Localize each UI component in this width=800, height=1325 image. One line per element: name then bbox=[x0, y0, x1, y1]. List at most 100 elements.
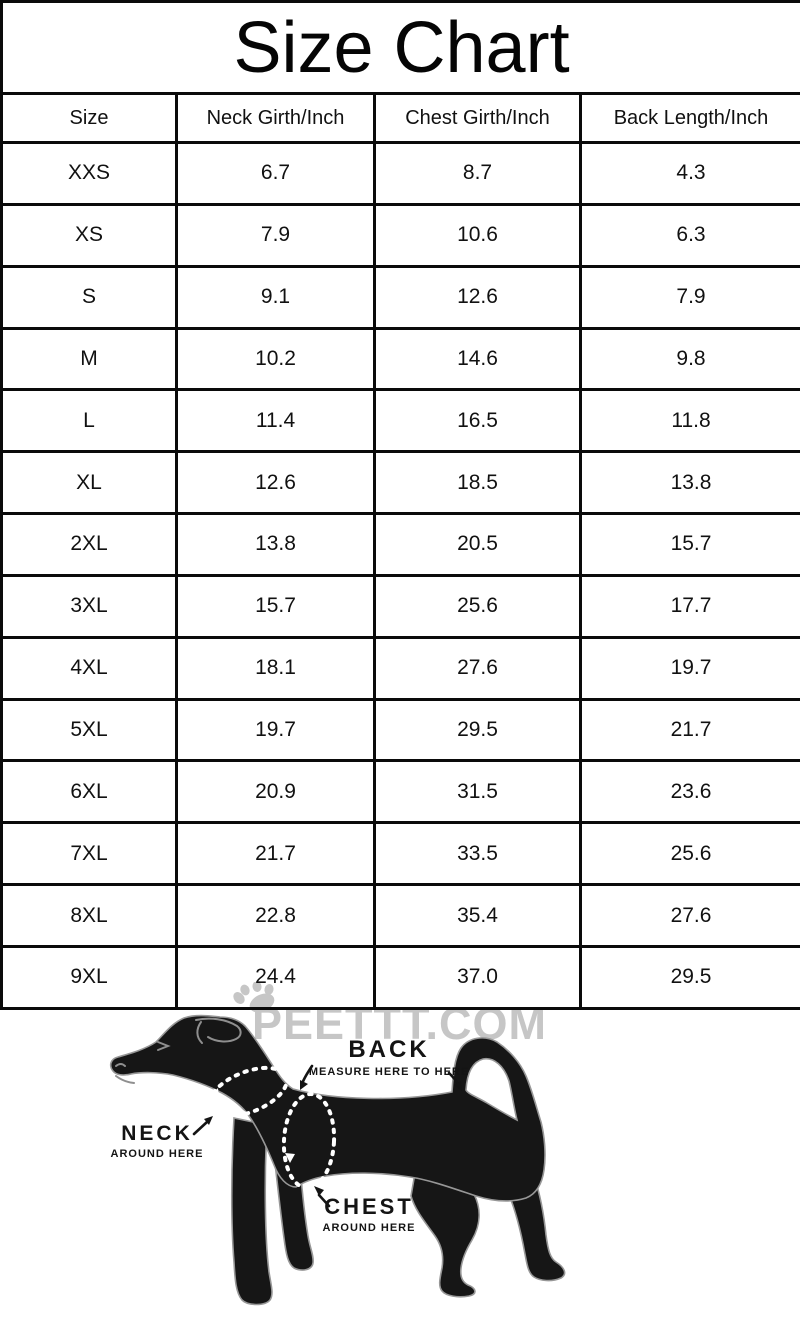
chest-arrow-head bbox=[314, 1186, 324, 1196]
table-cell: 6.7 bbox=[175, 141, 376, 206]
table-row: 8XL 22.8 35.4 27.6 bbox=[0, 883, 800, 948]
table-cell: XXS bbox=[0, 141, 178, 206]
table-cell: 37.0 bbox=[373, 944, 582, 1011]
table-cell: 25.6 bbox=[578, 821, 800, 887]
table-row: XL 12.6 18.5 13.8 bbox=[0, 450, 800, 516]
dog-body bbox=[109, 1014, 546, 1202]
table-cell: 13.8 bbox=[175, 512, 376, 577]
table-cell: 15.7 bbox=[175, 573, 376, 639]
table-row: M 10.2 14.6 9.8 bbox=[0, 326, 800, 392]
table-cell: XS bbox=[0, 202, 178, 268]
table-cell: 7.9 bbox=[175, 202, 376, 268]
chest-ellipse-arrowhead bbox=[285, 1153, 295, 1163]
table-cell: 27.6 bbox=[373, 635, 582, 701]
table-row: L 11.4 16.5 11.8 bbox=[0, 388, 800, 454]
table-cell: 19.7 bbox=[175, 697, 376, 763]
table-cell: 21.7 bbox=[578, 697, 800, 763]
chest-label-subtext: AROUND HERE bbox=[322, 1222, 416, 1234]
neck-ellipse-arrowhead-2 bbox=[237, 1106, 246, 1116]
back-arrow-left-head bbox=[300, 1080, 308, 1090]
table-row: 7XL 21.7 33.5 25.6 bbox=[0, 821, 800, 887]
col-header-chest: Chest Girth/Inch bbox=[373, 92, 582, 144]
table-cell: 3XL bbox=[0, 573, 178, 639]
dog-ear-fold-line bbox=[196, 1021, 203, 1044]
table-cell: 21.7 bbox=[175, 821, 376, 887]
table-row: 3XL 15.7 25.6 17.7 bbox=[0, 573, 800, 639]
back-measure-label: BACK MEASURE HERE TO HERE bbox=[284, 1036, 494, 1078]
table-cell: 29.5 bbox=[578, 944, 800, 1011]
col-header-size: Size bbox=[0, 92, 178, 144]
table-row: 9XL 24.4 37.0 29.5 bbox=[0, 944, 800, 1011]
table-cell: 22.8 bbox=[175, 883, 376, 948]
neck-label-subtext: AROUND HERE bbox=[110, 1148, 204, 1160]
table-cell: XL bbox=[0, 450, 178, 516]
table-cell: 10.6 bbox=[373, 202, 582, 268]
table-cell: 20.5 bbox=[373, 512, 582, 577]
table-cell: 31.5 bbox=[373, 759, 582, 825]
chest-arrow-line bbox=[317, 1193, 331, 1208]
table-cell: 12.6 bbox=[373, 264, 582, 330]
neck-arrow-line bbox=[192, 1120, 209, 1136]
table-cell: 6XL bbox=[0, 759, 178, 825]
table-cell: M bbox=[0, 326, 178, 392]
neck-ellipse-arrowhead bbox=[210, 1088, 219, 1098]
table-cell: S bbox=[0, 264, 178, 330]
table-cell: 19.7 bbox=[578, 635, 800, 701]
back-label-text: BACK bbox=[348, 1036, 430, 1063]
table-cell: 15.7 bbox=[578, 512, 800, 577]
table-cell: 25.6 bbox=[373, 573, 582, 639]
table-cell: 14.6 bbox=[373, 326, 582, 392]
page-title: Size Chart bbox=[233, 7, 570, 88]
table-cell: 6.3 bbox=[578, 202, 800, 268]
chest-label-text: CHEST bbox=[324, 1194, 414, 1219]
table-cell: 33.5 bbox=[373, 821, 582, 887]
table-cell: 20.9 bbox=[175, 759, 376, 825]
table-row: 6XL 20.9 31.5 23.6 bbox=[0, 759, 800, 825]
back-arrow-right-head bbox=[454, 1081, 462, 1091]
table-cell: 13.8 bbox=[578, 450, 800, 516]
dog-nose-line bbox=[115, 1063, 126, 1067]
table-cell: 17.7 bbox=[578, 573, 800, 639]
table-body: XXS 6.7 8.7 4.3 XS 7.9 10.6 6.3 S 9.1 12.6 7.9 M 10.2… bbox=[0, 141, 800, 1011]
dog-near-front-leg bbox=[230, 1117, 273, 1306]
table-cell: 4.3 bbox=[578, 141, 800, 206]
table-row: XS 7.9 10.6 6.3 bbox=[0, 202, 800, 268]
dog-eye-mark bbox=[157, 1041, 171, 1051]
table-cell: 11.8 bbox=[578, 388, 800, 454]
table-row: XXS 6.7 8.7 4.3 bbox=[0, 141, 800, 206]
table-row: S 9.1 12.6 7.9 bbox=[0, 264, 800, 330]
title-row: Size Chart bbox=[0, 0, 800, 95]
table-cell: 27.6 bbox=[578, 883, 800, 948]
table-cell: 5XL bbox=[0, 697, 178, 763]
chest-measure-label: CHEST AROUND HERE bbox=[269, 1194, 469, 1234]
table-cell: 7.9 bbox=[578, 264, 800, 330]
col-header-back: Back Length/Inch bbox=[578, 92, 800, 144]
col-header-neck: Neck Girth/Inch bbox=[175, 92, 376, 144]
table-cell: 12.6 bbox=[175, 450, 376, 516]
table-row: 4XL 18.1 27.6 19.7 bbox=[0, 635, 800, 701]
neck-measure-label: NECK AROUND HERE bbox=[77, 1122, 237, 1160]
measurement-diagram: BACK MEASURE HERE TO HERE NECK AROUND HE… bbox=[0, 1010, 800, 1325]
dog-mouth-line bbox=[115, 1075, 135, 1084]
table-row: 2XL 13.8 20.5 15.7 bbox=[0, 512, 800, 577]
table-cell: 9.8 bbox=[578, 326, 800, 392]
table-cell: 10.2 bbox=[175, 326, 376, 392]
dog-ear-line bbox=[195, 1017, 242, 1043]
table-cell: 23.6 bbox=[578, 759, 800, 825]
table-cell: 18.1 bbox=[175, 635, 376, 701]
dog-silhouette-illustration bbox=[109, 1014, 566, 1306]
table-cell: 4XL bbox=[0, 635, 178, 701]
table-cell: 8.7 bbox=[373, 141, 582, 206]
chest-girth-ellipse bbox=[281, 1092, 337, 1190]
neck-girth-ellipse bbox=[207, 1065, 289, 1119]
neck-label-text: NECK bbox=[121, 1122, 193, 1145]
table-cell: 35.4 bbox=[373, 883, 582, 948]
table-header-row: Size Neck Girth/Inch Chest Girth/Inch Ba… bbox=[0, 92, 800, 144]
table-cell: 9XL bbox=[0, 944, 178, 1011]
table-cell: 18.5 bbox=[373, 450, 582, 516]
table-cell: 2XL bbox=[0, 512, 178, 577]
table-row: 5XL 19.7 29.5 21.7 bbox=[0, 697, 800, 763]
table-cell: 11.4 bbox=[175, 388, 376, 454]
table-cell: 7XL bbox=[0, 821, 178, 887]
